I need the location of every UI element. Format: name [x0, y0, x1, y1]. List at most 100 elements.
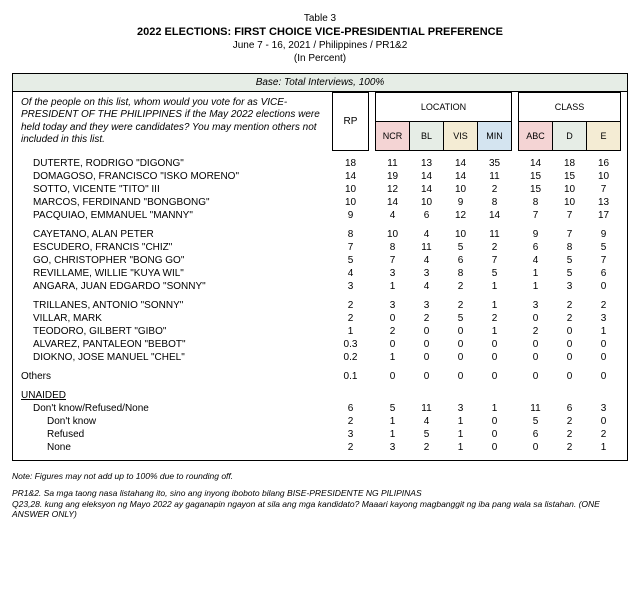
val-cls: 8 [553, 241, 587, 254]
val-loc: 0 [410, 351, 444, 364]
val-loc: 0 [478, 428, 512, 441]
val-loc: 2 [444, 299, 478, 312]
col-d: D [553, 122, 587, 151]
val-rp: 8 [333, 228, 369, 241]
val-loc: 0 [478, 415, 512, 428]
candidate-name: PACQUIAO, EMMANUEL "MANNY" [19, 209, 333, 222]
val-cls: 5 [553, 267, 587, 280]
val-loc: 4 [410, 280, 444, 293]
val-loc: 1 [478, 325, 512, 338]
table-row: ESCUDERO, FRANCIS "CHIZ"781152685 [19, 241, 621, 254]
table-row: DUTERTE, RODRIGO "DIGONG"181113143514181… [19, 157, 621, 170]
val-loc: 2 [478, 183, 512, 196]
val-rp: 1 [333, 325, 369, 338]
val-loc: 14 [410, 183, 444, 196]
val-loc: 3 [376, 267, 410, 280]
val-cls: 3 [587, 312, 621, 325]
val-cls: 3 [587, 402, 621, 415]
val-loc: 3 [444, 402, 478, 415]
val-rp: 0.1 [333, 370, 369, 383]
val-cls: 11 [519, 402, 553, 415]
val-loc: 1 [478, 299, 512, 312]
candidate-name: TRILLANES, ANTONIO "SONNY" [19, 299, 333, 312]
val-cls: 6 [519, 241, 553, 254]
candidate-name: CAYETANO, ALAN PETER [19, 228, 333, 241]
val-cls: 0 [553, 351, 587, 364]
val-cls: 2 [553, 299, 587, 312]
val-loc: 2 [444, 280, 478, 293]
val-loc: 7 [478, 254, 512, 267]
candidate-name: Others [19, 370, 333, 383]
val-rp: 0.2 [333, 351, 369, 364]
candidate-name: MARCOS, FERDINAND "BONGBONG" [19, 196, 333, 209]
val-loc: 4 [410, 415, 444, 428]
data-table: Of the people on this list, whom would y… [19, 92, 621, 454]
val-cls: 0 [587, 351, 621, 364]
candidate-name: ANGARA, JUAN EDGARDO "SONNY" [19, 280, 333, 293]
val-cls: 1 [519, 267, 553, 280]
val-cls: 1 [587, 325, 621, 338]
val-loc: 8 [376, 241, 410, 254]
val-loc: 0 [478, 338, 512, 351]
table-row: GO, CHRISTOPHER "BONG GO"57467457 [19, 254, 621, 267]
val-cls: 0 [519, 312, 553, 325]
table-header: Table 3 2022 ELECTIONS: FIRST CHOICE VIC… [12, 12, 628, 65]
candidate-name: DUTERTE, RODRIGO "DIGONG" [19, 157, 333, 170]
val-cls: 0 [519, 351, 553, 364]
val-loc: 9 [444, 196, 478, 209]
val-rp: 3 [333, 280, 369, 293]
val-loc: 5 [478, 267, 512, 280]
candidate-name: ESCUDERO, FRANCIS "CHIZ" [19, 241, 333, 254]
table-row: Others0.10000000 [19, 370, 621, 383]
val-cls: 2 [553, 428, 587, 441]
val-loc: 0 [410, 325, 444, 338]
val-rp: 9 [333, 209, 369, 222]
unaided-header: UNAIDED [19, 389, 621, 402]
table-row: DOMAGOSO, FRANCISCO "ISKO MORENO"1419141… [19, 170, 621, 183]
val-loc: 8 [478, 196, 512, 209]
val-cls: 7 [553, 228, 587, 241]
val-cls: 9 [519, 228, 553, 241]
val-loc: 14 [410, 170, 444, 183]
footnotes: Note: Figures may not add up to 100% due… [12, 471, 628, 520]
table-row: VILLAR, MARK20252023 [19, 312, 621, 325]
table-row: SOTTO, VICENTE "TITO" III10121410215107 [19, 183, 621, 196]
col-rp: RP [333, 93, 369, 151]
val-loc: 10 [444, 183, 478, 196]
val-loc: 35 [478, 157, 512, 170]
table-row: Refused31510622 [19, 428, 621, 441]
table-row: Don't know/Refused/None6511311163 [19, 402, 621, 415]
val-cls: 5 [587, 241, 621, 254]
table-row: ALVAREZ, PANTALEON "BEBOT"0.30000000 [19, 338, 621, 351]
table-row: DIOKNO, JOSE MANUEL "CHEL"0.21000000 [19, 351, 621, 364]
val-cls: 10 [553, 196, 587, 209]
col-abc: ABC [519, 122, 553, 151]
val-rp: 10 [333, 183, 369, 196]
val-loc: 2 [376, 325, 410, 338]
val-cls: 10 [553, 183, 587, 196]
val-cls: 10 [587, 170, 621, 183]
val-loc: 1 [444, 428, 478, 441]
col-min: MIN [478, 122, 512, 151]
val-rp: 6 [333, 402, 369, 415]
val-loc: 0 [444, 338, 478, 351]
val-cls: 16 [587, 157, 621, 170]
val-cls: 0 [587, 370, 621, 383]
footnote-pr12: PR1&2. Sa mga taong nasa listahang ito, … [12, 488, 628, 499]
val-cls: 7 [553, 209, 587, 222]
val-loc: 19 [376, 170, 410, 183]
val-loc: 4 [410, 228, 444, 241]
table-row: Don't know21410520 [19, 415, 621, 428]
val-rp: 7 [333, 241, 369, 254]
val-loc: 4 [410, 254, 444, 267]
val-loc: 10 [410, 196, 444, 209]
val-cls: 3 [553, 280, 587, 293]
val-loc: 6 [444, 254, 478, 267]
val-loc: 10 [376, 228, 410, 241]
val-rp: 2 [333, 415, 369, 428]
val-loc: 3 [376, 299, 410, 312]
val-cls: 2 [519, 325, 553, 338]
val-rp: 14 [333, 170, 369, 183]
val-loc: 11 [478, 228, 512, 241]
val-rp: 2 [333, 441, 369, 454]
